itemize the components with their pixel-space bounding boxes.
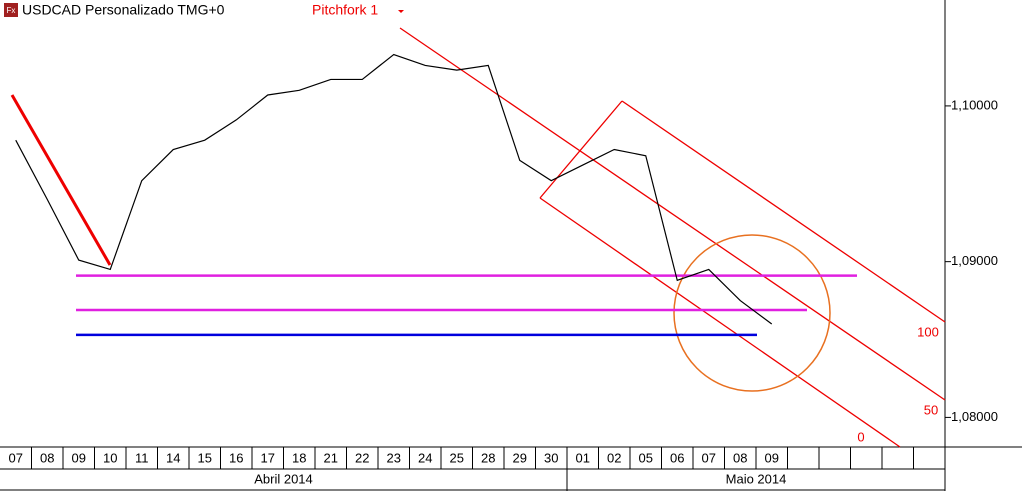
price-line bbox=[15, 53, 773, 325]
tool-name[interactable]: Pitchfork 1 bbox=[312, 2, 378, 18]
x-tick-label: 05 bbox=[639, 450, 653, 465]
x-tick-label: 02 bbox=[607, 450, 621, 465]
x-tick-label: 08 bbox=[40, 450, 54, 465]
x-tick-label: 16 bbox=[229, 450, 243, 465]
pitchfork bbox=[399, 27, 946, 448]
symbol-name[interactable]: USDCAD Personalizado TMG+0 bbox=[22, 2, 225, 18]
x-tick-label: 25 bbox=[450, 450, 464, 465]
x-tick-label: 09 bbox=[72, 450, 86, 465]
x-tick-label: 29 bbox=[513, 450, 527, 465]
x-tick-label: 10 bbox=[103, 450, 117, 465]
x-tick-label: 28 bbox=[481, 450, 495, 465]
x-tick-label: 11 bbox=[135, 450, 149, 465]
x-tick-label: 07 bbox=[9, 450, 23, 465]
x-tick-label: 09 bbox=[765, 450, 779, 465]
month-label: Abril 2014 bbox=[254, 471, 313, 486]
pitchfork-label: 50 bbox=[924, 402, 938, 417]
pitchfork-line bbox=[399, 27, 946, 401]
pitchfork-label: 0 bbox=[857, 429, 864, 444]
x-tick-label: 22 bbox=[355, 450, 369, 465]
x-tick-label: 01 bbox=[576, 450, 590, 465]
y-tick-label: 1,08000 bbox=[951, 409, 998, 424]
x-tick-label: 06 bbox=[670, 450, 684, 465]
pitchfork-handle bbox=[539, 100, 623, 199]
y-tick-label: 1,10000 bbox=[951, 97, 998, 112]
symbol-icon bbox=[4, 3, 18, 17]
highlight-circle bbox=[673, 234, 831, 392]
x-tick-label: 30 bbox=[544, 450, 558, 465]
month-label: Maio 2014 bbox=[726, 471, 787, 486]
pitchfork-line bbox=[539, 197, 901, 448]
x-tick-label: 14 bbox=[166, 450, 180, 465]
dropdown-arrow[interactable] bbox=[398, 10, 404, 13]
trend-line bbox=[10, 94, 112, 266]
x-tick-label: 15 bbox=[198, 450, 212, 465]
x-tick-label: 18 bbox=[292, 450, 306, 465]
y-tick-label: 1,09000 bbox=[951, 253, 998, 268]
x-tick-label: 24 bbox=[418, 450, 432, 465]
symbol-icon-text: Fx bbox=[7, 6, 16, 15]
x-tick-label: 23 bbox=[387, 450, 401, 465]
x-tick-label: 07 bbox=[702, 450, 716, 465]
x-tick-label: 21 bbox=[324, 450, 338, 465]
pitchfork-line bbox=[621, 100, 946, 323]
x-tick-label: 08 bbox=[733, 450, 747, 465]
x-tick-label: 17 bbox=[261, 450, 275, 465]
pitchfork-label: 100 bbox=[917, 324, 939, 339]
